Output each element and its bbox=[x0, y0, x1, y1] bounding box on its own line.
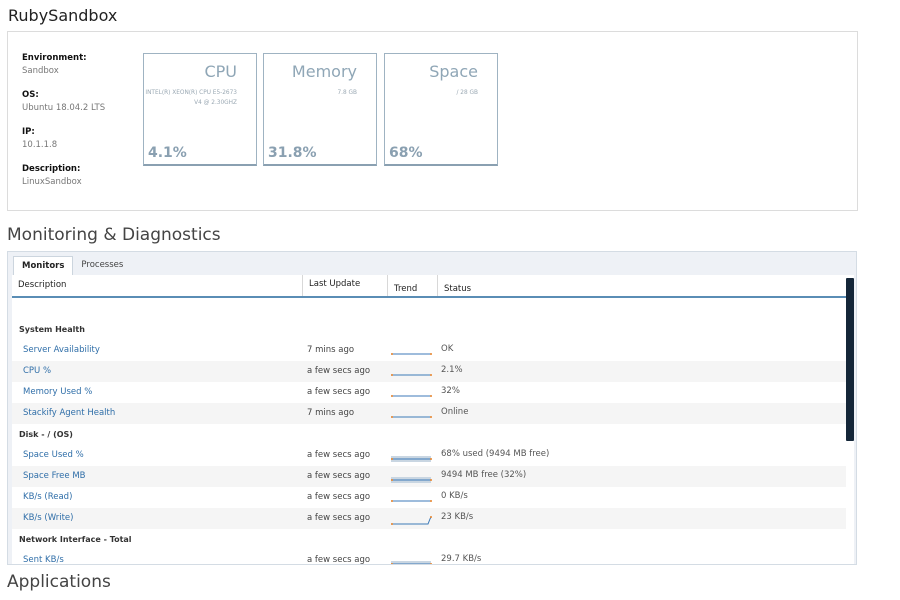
status-cell: 2.1% bbox=[441, 365, 463, 375]
last-update-cell: 7 mins ago bbox=[307, 345, 355, 355]
group-label: Network Interface - Total bbox=[19, 535, 132, 544]
status-cell: OK bbox=[441, 344, 454, 354]
ip-label: IP: bbox=[22, 127, 35, 137]
last-update-cell: 7 mins ago bbox=[307, 408, 355, 418]
trend-sparkline bbox=[390, 514, 434, 525]
space-tile[interactable]: Space / 28 GB 68% bbox=[384, 53, 498, 166]
sparkline-graphic bbox=[391, 561, 432, 564]
tab-processes[interactable]: Processes bbox=[81, 260, 124, 270]
column-header-last-update[interactable]: Last Update bbox=[303, 275, 388, 296]
sparkline-graphic bbox=[391, 477, 432, 483]
os-value: Ubuntu 18.04.2 LTS bbox=[22, 103, 106, 113]
monitor-name-link[interactable]: CPU % bbox=[23, 366, 52, 376]
monitor-name-link[interactable]: KB/s (Read) bbox=[23, 492, 73, 502]
group-label: Disk - / (OS) bbox=[19, 430, 73, 439]
monitor-name-link[interactable]: Space Used % bbox=[23, 450, 84, 460]
sparkline-graphic bbox=[391, 500, 432, 502]
monitor-name-link[interactable]: KB/s (Write) bbox=[23, 513, 74, 523]
table-row[interactable]: KB/s (Read) a few secs ago 0 KB/s bbox=[12, 487, 846, 508]
sparkline-graphic bbox=[391, 374, 432, 376]
environment-label: Environment: bbox=[22, 53, 87, 63]
monitoring-section-title: Monitoring & Diagnostics bbox=[7, 225, 221, 245]
last-update-cell: a few secs ago bbox=[307, 366, 371, 376]
last-update-cell: a few secs ago bbox=[307, 513, 371, 523]
monitors-grid: Description Last Update Trend Status Sys… bbox=[12, 275, 854, 565]
trend-sparkline bbox=[390, 367, 434, 377]
monitor-name-link[interactable]: Space Free MB bbox=[23, 471, 86, 481]
monitor-name-link[interactable]: Server Availability bbox=[23, 345, 100, 355]
group-row: Network Interface - Total bbox=[12, 529, 846, 550]
sparkline-graphic bbox=[391, 353, 432, 355]
trend-sparkline bbox=[390, 451, 434, 462]
table-row[interactable]: Sent KB/s a few secs ago 29.7 KB/s bbox=[12, 550, 846, 565]
trend-sparkline bbox=[390, 556, 434, 564]
column-header-description[interactable]: Description bbox=[12, 275, 303, 296]
table-row[interactable]: KB/s (Write) a few secs ago 23 KB/s bbox=[12, 508, 846, 529]
tab-monitors[interactable]: Monitors bbox=[13, 256, 74, 275]
trend-sparkline bbox=[390, 472, 434, 483]
monitoring-tabs: Monitors Processes bbox=[13, 256, 131, 275]
os-label: OS: bbox=[22, 90, 39, 100]
status-cell: 0 KB/s bbox=[441, 491, 468, 501]
cpu-tile-title: CPU bbox=[204, 62, 237, 81]
last-update-cell: a few secs ago bbox=[307, 471, 371, 481]
table-row[interactable]: Server Availability 7 mins ago OK bbox=[12, 340, 846, 361]
page-title: RubySandbox bbox=[8, 6, 118, 25]
sparkline-graphic bbox=[391, 416, 432, 418]
ip-value: 10.1.1.8 bbox=[22, 140, 58, 150]
grid-header: Description Last Update Trend Status bbox=[12, 275, 846, 298]
table-row[interactable]: Space Used % a few secs ago 68% used (9494… bbox=[12, 445, 846, 466]
column-header-status[interactable]: Status bbox=[444, 284, 472, 294]
memory-tile-value: 31.8% bbox=[268, 145, 317, 161]
environment-value: Sandbox bbox=[22, 66, 59, 76]
status-cell: 32% bbox=[441, 386, 460, 396]
group-row: System Health bbox=[12, 319, 846, 340]
monitor-name-link[interactable]: Stackify Agent Health bbox=[23, 408, 116, 418]
status-cell: 29.7 KB/s bbox=[441, 554, 482, 564]
last-update-cell: a few secs ago bbox=[307, 387, 371, 397]
monitor-name-link[interactable]: Sent KB/s bbox=[23, 555, 64, 565]
table-row[interactable]: Space Free MB a few secs ago 9494 MB free … bbox=[12, 466, 846, 487]
space-tile-value: 68% bbox=[389, 145, 423, 161]
server-summary-panel: Environment: Sandbox OS: Ubuntu 18.04.2 … bbox=[7, 31, 858, 211]
trend-sparkline bbox=[390, 388, 434, 398]
server-properties: Environment: Sandbox OS: Ubuntu 18.04.2 … bbox=[22, 52, 105, 200]
last-update-cell: a few secs ago bbox=[307, 492, 371, 502]
monitor-name-link[interactable]: Memory Used % bbox=[23, 387, 93, 397]
memory-tile-subtitle: 7.8 GB bbox=[337, 90, 357, 96]
status-cell: 68% used (9494 MB free) bbox=[441, 449, 550, 459]
space-tile-title: Space bbox=[429, 62, 478, 81]
sparkline-graphic bbox=[391, 456, 432, 462]
last-update-cell: a few secs ago bbox=[307, 555, 371, 565]
description-value: LinuxSandbox bbox=[22, 177, 82, 187]
description-label: Description: bbox=[22, 164, 81, 174]
trend-sparkline bbox=[390, 409, 434, 419]
cpu-tile-value: 4.1% bbox=[148, 145, 187, 161]
memory-tile[interactable]: Memory 7.8 GB 31.8% bbox=[263, 53, 377, 166]
table-row[interactable]: Stackify Agent Health 7 mins ago Online bbox=[12, 403, 846, 424]
group-label: System Health bbox=[19, 325, 85, 334]
table-row[interactable]: Memory Used % a few secs ago 32% bbox=[12, 382, 846, 403]
sparkline-graphic bbox=[391, 516, 432, 525]
grid-scrollbar[interactable] bbox=[846, 278, 854, 441]
trend-sparkline bbox=[390, 493, 434, 503]
space-tile-subtitle: / 28 GB bbox=[456, 90, 478, 96]
status-cell: Online bbox=[441, 407, 469, 417]
applications-section-title: Applications bbox=[7, 572, 111, 592]
column-header-trend[interactable]: Trend bbox=[388, 275, 438, 296]
status-cell: 9494 MB free (32%) bbox=[441, 470, 527, 480]
table-row[interactable]: CPU % a few secs ago 2.1% bbox=[12, 361, 846, 382]
memory-tile-title: Memory bbox=[291, 62, 357, 81]
last-update-cell: a few secs ago bbox=[307, 450, 371, 460]
sparkline-graphic bbox=[391, 395, 432, 397]
status-cell: 23 KB/s bbox=[441, 512, 474, 522]
cpu-tile-subtitle: INTEL(R) XEON(R) CPU E5-2673 V4 @ 2.30GH… bbox=[145, 90, 237, 106]
cpu-tile[interactable]: CPU INTEL(R) XEON(R) CPU E5-2673 V4 @ 2.… bbox=[143, 53, 257, 166]
trend-sparkline bbox=[390, 346, 434, 356]
monitoring-panel: Monitors Processes Description Last Upda… bbox=[7, 251, 857, 565]
group-row: Disk - / (OS) bbox=[12, 424, 846, 445]
